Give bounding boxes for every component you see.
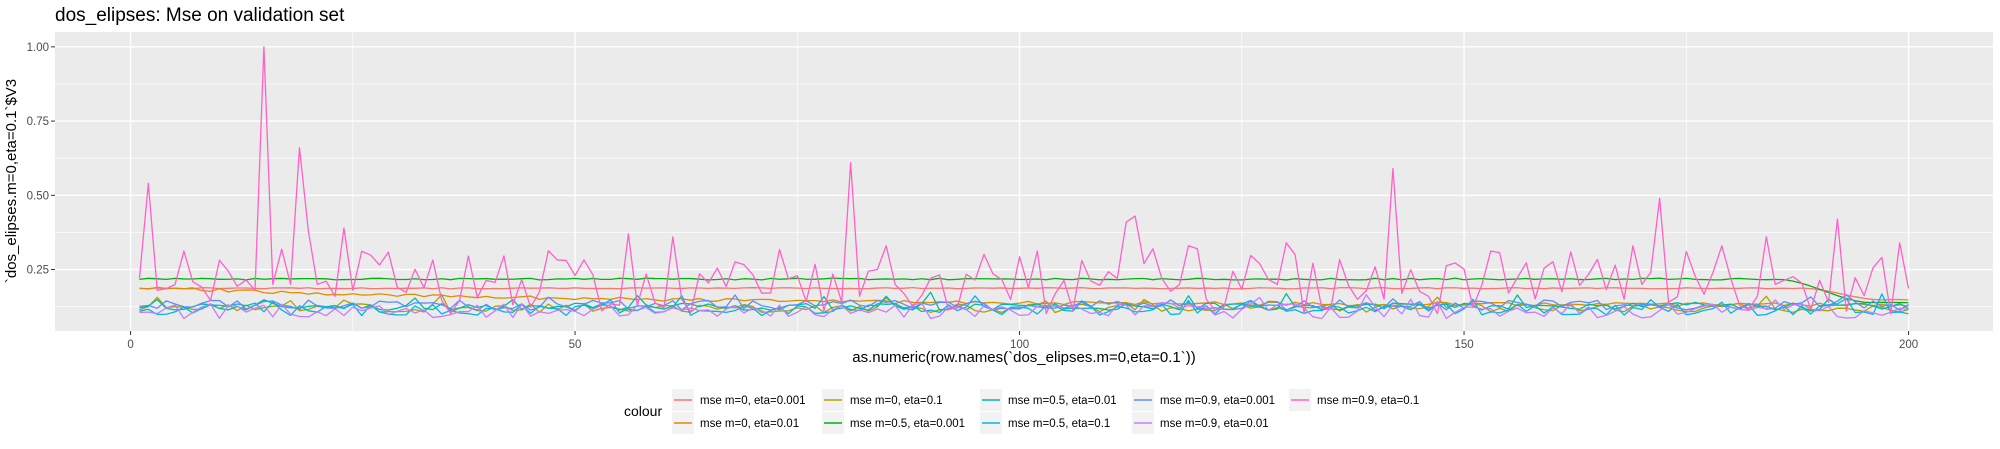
x-axis-label: as.numeric(row.names(`dos_elipses.m=0,et…: [852, 349, 1195, 366]
grid-major: [55, 32, 1993, 331]
x-tick-label: 0: [127, 339, 133, 351]
y-axis-label: `dos_elipses.m=0,eta=0.1`$V3: [3, 79, 20, 283]
legend-item: mse m=0.5, eta=0.01: [980, 389, 1117, 411]
series-line: [139, 287, 1909, 301]
y-tick-label: 0.25: [27, 265, 49, 277]
series-line: [139, 294, 1909, 312]
legend-item: mse m=0.5, eta=0.1: [980, 412, 1110, 434]
legend-item: mse m=0.5, eta=0.001: [822, 412, 965, 434]
legend-label: mse m=0.9, eta=0.01: [1160, 418, 1269, 430]
legend-item: mse m=0, eta=0.01: [672, 412, 799, 434]
chart-title: dos_elipses: Mse on validation set: [55, 5, 345, 26]
x-tick-label: 100: [1010, 339, 1029, 351]
legend-item: mse m=0, eta=0.1: [822, 389, 943, 411]
series-lines: [138, 46, 1910, 320]
y-axis: 0.25 0.50 0.75 1.00: [27, 42, 55, 277]
legend-title: colour: [624, 403, 662, 419]
series-line: [138, 46, 1910, 315]
legend-item: mse m=0.9, eta=0.001: [1132, 389, 1275, 411]
legend-item: mse m=0.9, eta=0.1: [1289, 389, 1419, 411]
legend-label: mse m=0.5, eta=0.1: [1008, 418, 1110, 430]
legend-label: mse m=0.5, eta=0.01: [1008, 395, 1117, 407]
plot-panel: [55, 32, 1993, 331]
series-line: [139, 294, 1909, 320]
series-line: [139, 277, 1909, 304]
legend-label: mse m=0, eta=0.001: [700, 395, 805, 407]
x-tick-label: 200: [1899, 339, 1918, 351]
y-tick-label: 1.00: [27, 42, 49, 54]
legend-item: mse m=0, eta=0.001: [672, 389, 805, 411]
series-line: [139, 291, 1909, 311]
legend-label: mse m=0.9, eta=0.1: [1317, 395, 1419, 407]
y-tick-label: 0.50: [27, 190, 49, 202]
x-tick-label: 150: [1454, 339, 1473, 351]
legend-label: mse m=0, eta=0.1: [850, 395, 943, 407]
legend-item: mse m=0.9, eta=0.01: [1132, 412, 1269, 434]
legend-label: mse m=0.5, eta=0.001: [850, 418, 965, 430]
legend-items: mse m=0, eta=0.001 mse m=0, eta=0.01 mse m…: [672, 389, 1419, 434]
y-tick-label: 0.75: [27, 116, 49, 128]
series-line: [139, 286, 1909, 307]
legend-label: mse m=0, eta=0.01: [700, 418, 799, 430]
x-axis: 0 50 100 150 200: [127, 331, 1918, 351]
legend-label: mse m=0.9, eta=0.001: [1160, 395, 1275, 407]
x-tick-label: 50: [569, 339, 582, 351]
